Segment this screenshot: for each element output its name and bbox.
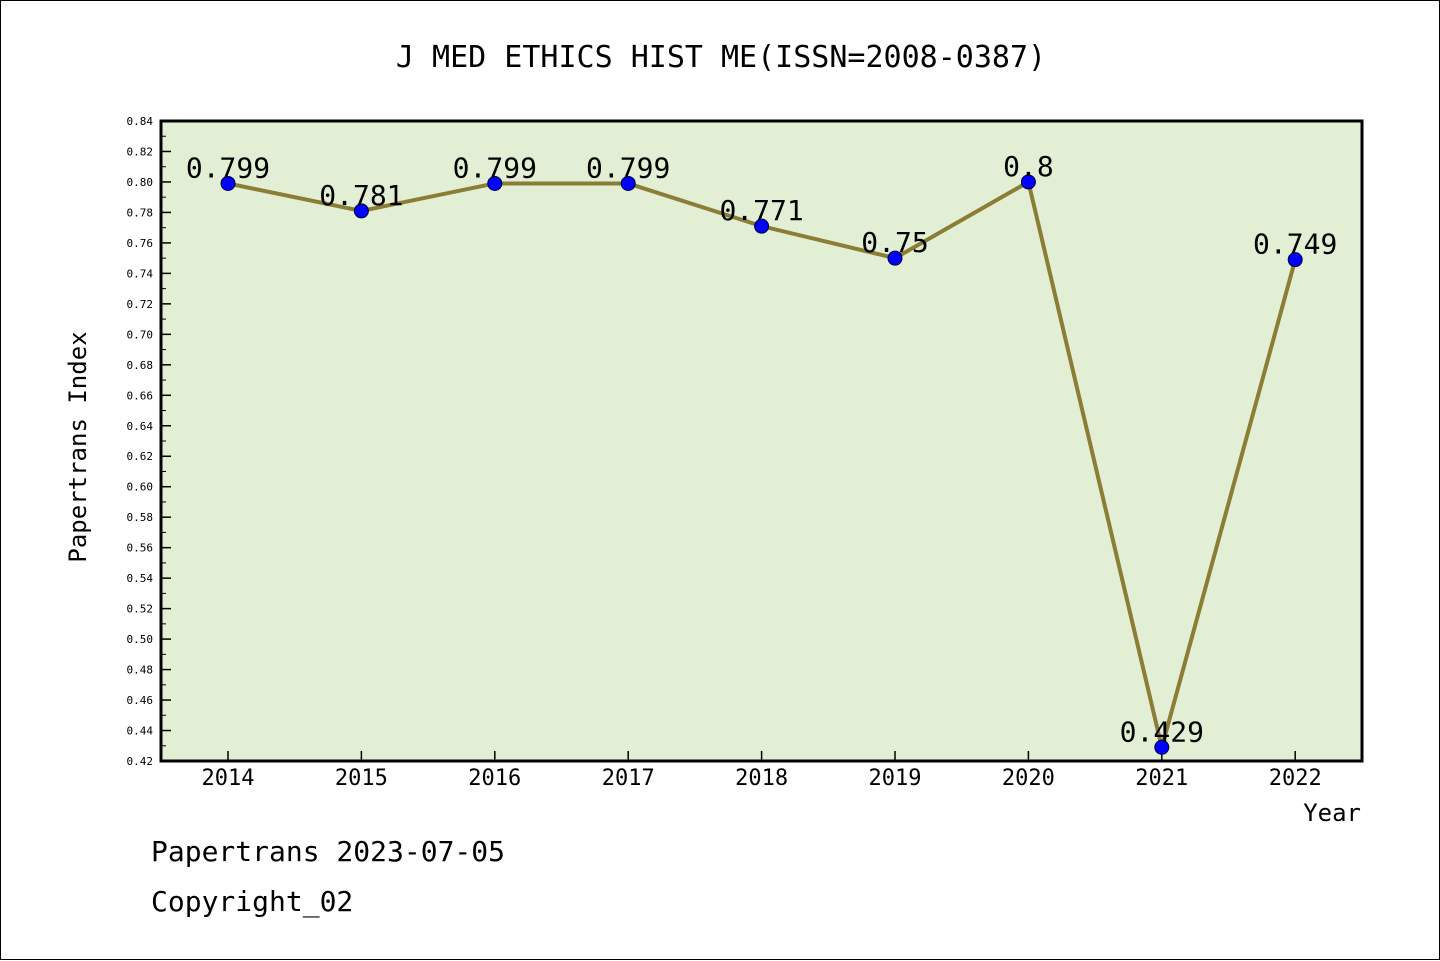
x-tick-label: 2018 xyxy=(735,766,788,791)
data-label: 0.8 xyxy=(1003,150,1054,183)
y-axis-ticks: 0.42 0.44 0.46 0.48 0.50 0.52 0.54 0.56 0.58 0.60… xyxy=(127,115,171,768)
y-tick-label: 0.82 xyxy=(127,145,154,158)
data-label: 0.749 xyxy=(1253,228,1337,261)
data-label: 0.799 xyxy=(453,151,537,184)
data-label: 0.781 xyxy=(319,179,403,212)
data-point xyxy=(1287,252,1303,268)
y-tick-label: 0.80 xyxy=(127,176,154,189)
footer-copyright: Copyright_02 xyxy=(151,885,354,918)
y-tick-label: 0.68 xyxy=(127,359,154,372)
data-point xyxy=(1020,174,1036,190)
data-labels: 0.799 0.781 0.799 0.799 0.771 0.75 0.8 0.429 0.7… xyxy=(186,150,1337,748)
y-tick-label: 0.56 xyxy=(127,542,154,555)
y-tick-label: 0.60 xyxy=(127,481,154,494)
data-label: 0.771 xyxy=(719,194,803,227)
y-tick-label: 0.44 xyxy=(127,725,154,738)
x-tick-label: 2022 xyxy=(1269,766,1322,791)
y-tick-label: 0.76 xyxy=(127,237,154,250)
y-tick-label: 0.62 xyxy=(127,450,154,463)
x-tick-label: 2016 xyxy=(468,766,521,791)
data-series xyxy=(220,174,1303,755)
data-point xyxy=(887,250,903,266)
chart-title: J MED ETHICS HIST ME(ISSN=2008-0387) xyxy=(396,40,1046,75)
y-tick-label: 0.52 xyxy=(127,603,154,616)
data-point xyxy=(1154,739,1170,755)
y-tick-label: 0.42 xyxy=(127,755,154,768)
footer-date: Papertrans 2023-07-05 xyxy=(151,835,506,868)
y-tick-label: 0.70 xyxy=(127,328,154,341)
x-tick-label: 2015 xyxy=(335,766,388,791)
y-tick-label: 0.48 xyxy=(127,664,154,677)
data-point xyxy=(620,175,636,191)
data-point xyxy=(754,218,770,234)
x-tick-label: 2017 xyxy=(602,766,655,791)
y-axis-label: Papertrans Index xyxy=(64,331,92,562)
data-point xyxy=(353,203,369,219)
y-tick-label: 0.78 xyxy=(127,206,154,219)
y-tick-label: 0.84 xyxy=(127,115,154,128)
data-label: 0.799 xyxy=(586,151,670,184)
y-tick-label: 0.46 xyxy=(127,694,154,707)
data-label: 0.799 xyxy=(186,151,270,184)
y-tick-label: 0.66 xyxy=(127,389,154,402)
y-tick-label: 0.50 xyxy=(127,633,154,646)
data-label: 0.429 xyxy=(1120,715,1204,748)
x-axis-label: Year xyxy=(1303,799,1361,827)
data-point xyxy=(220,175,236,191)
y-tick-label: 0.72 xyxy=(127,298,154,311)
y-tick-label: 0.64 xyxy=(127,420,154,433)
x-tick-label: 2020 xyxy=(1002,766,1055,791)
y-tick-label: 0.74 xyxy=(127,267,154,280)
data-point xyxy=(487,175,503,191)
data-label: 0.75 xyxy=(861,226,928,259)
x-tick-label: 2019 xyxy=(869,766,922,791)
y-tick-label: 0.54 xyxy=(127,572,154,585)
x-tick-label: 2021 xyxy=(1135,766,1188,791)
x-tick-label: 2014 xyxy=(202,766,255,791)
x-axis-ticks: 2014 2015 2016 2017 2018 2019 2020 2021 2022 xyxy=(202,751,1322,791)
plot-border xyxy=(159,119,1364,763)
y-tick-label: 0.58 xyxy=(127,511,154,524)
